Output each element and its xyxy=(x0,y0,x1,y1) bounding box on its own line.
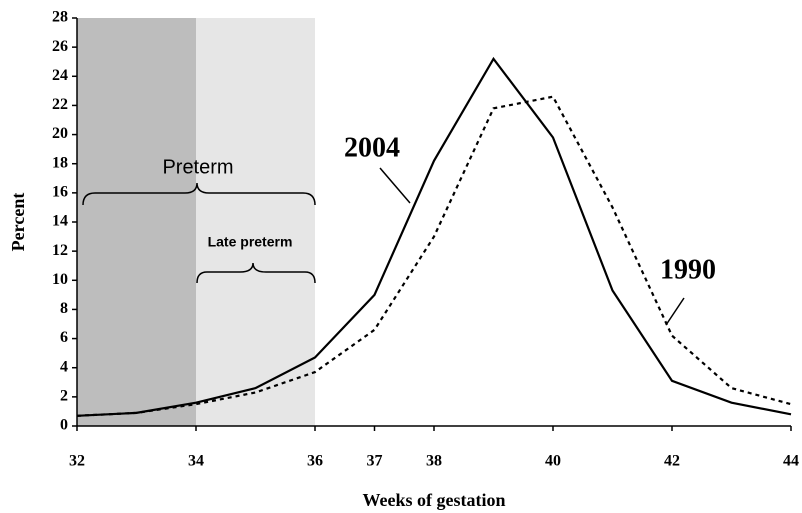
y-tick-label: 18 xyxy=(52,154,68,171)
leader-line xyxy=(379,167,411,204)
y-tick-label: 10 xyxy=(52,271,68,288)
background xyxy=(77,18,315,426)
series-label: 2004 xyxy=(344,132,400,163)
x-tick-label: 37 xyxy=(367,453,383,470)
x-tick-label: 44 xyxy=(783,453,799,470)
leader-line xyxy=(665,297,685,326)
y-tick-label: 16 xyxy=(52,184,68,201)
series-line xyxy=(76,56,792,417)
x-tick-label: 36 xyxy=(307,453,323,470)
y-tick-label: 2 xyxy=(60,388,68,405)
y-tick-label: 20 xyxy=(52,125,68,142)
shaded-region xyxy=(196,18,315,426)
x-tick-label: 34 xyxy=(188,453,204,470)
x-tick-label: 38 xyxy=(426,453,442,470)
preterm-brace xyxy=(82,182,316,206)
x-tick-label: 40 xyxy=(545,453,561,470)
y-tick-label: 26 xyxy=(52,38,68,55)
y-tick-label: 28 xyxy=(52,9,68,26)
x-axis-label: Weeks of gestation xyxy=(363,490,506,510)
y-tick-label: 12 xyxy=(52,242,68,259)
y-tick-label: 14 xyxy=(52,213,68,230)
y-tick-label: 4 xyxy=(60,358,68,375)
late-preterm-label: Late preterm xyxy=(208,234,293,250)
y-tick-label: 8 xyxy=(60,300,68,317)
x-tick-label: 42 xyxy=(664,453,680,470)
y-axis-label: Percent xyxy=(8,193,28,252)
series-line xyxy=(76,95,792,417)
x-tick-label: 32 xyxy=(69,453,85,470)
shaded-region xyxy=(77,18,196,426)
y-tick-label: 6 xyxy=(60,329,68,346)
series-label: 1990 xyxy=(660,254,716,285)
preterm-label: Preterm xyxy=(162,156,233,178)
late-preterm-brace xyxy=(196,262,316,284)
y-tick-label: 0 xyxy=(60,417,68,434)
y-tick-label: 24 xyxy=(52,67,68,84)
y-tick-label: 22 xyxy=(52,96,68,113)
